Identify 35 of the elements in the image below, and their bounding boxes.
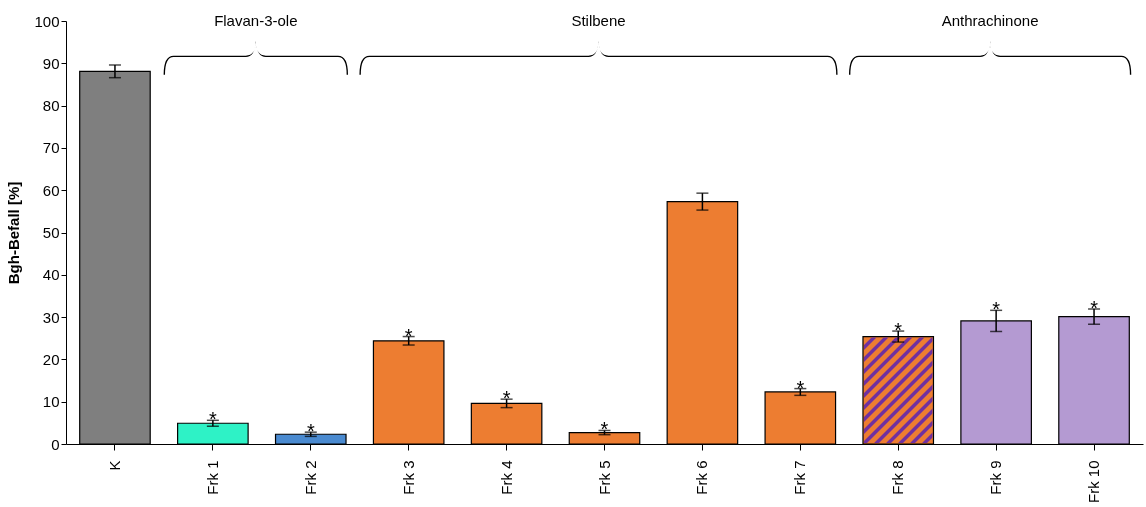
x-tick-label: Frk 5: [595, 460, 613, 495]
annotation: *: [796, 376, 805, 399]
annotation: *: [1090, 297, 1099, 320]
x-tick-label: Frk 3: [399, 460, 417, 495]
y-tick-label: 70: [42, 139, 60, 157]
y-tick-label: 30: [42, 308, 60, 326]
x-tick-label: Frk 4: [497, 460, 515, 495]
x-tick-label: Frk 8: [889, 460, 907, 495]
y-tick-label: 10: [42, 393, 60, 411]
y-tick-label: 20: [42, 350, 60, 368]
y-tick-label: 0: [51, 435, 60, 453]
y-axis-title: Bgh-Befall [%]: [5, 181, 23, 285]
y-tick-label: 90: [42, 54, 60, 72]
y-tick-label: 100: [34, 12, 60, 30]
annotation: *: [306, 420, 315, 443]
annotation: *: [600, 418, 609, 441]
x-tick-label: Frk 7: [791, 460, 809, 495]
annotation: Anthrachinone: [941, 12, 1039, 30]
x-tick-label: Frk 9: [987, 460, 1005, 495]
annotation: *: [502, 387, 511, 410]
x-tick-label: Frk 10: [1085, 460, 1103, 504]
y-tick-label: 40: [42, 266, 60, 284]
annotation: *: [894, 319, 903, 342]
annotation: *: [404, 324, 413, 347]
x-tick-label: Frk 6: [693, 460, 711, 495]
y-tick-label: 50: [42, 224, 60, 241]
annotation: *: [992, 298, 1001, 321]
x-tick-label: Frk 2: [301, 460, 319, 495]
x-tick-label: Frk 1: [203, 460, 221, 495]
annotation: Flavan-3-ole: [214, 12, 298, 30]
y-tick-label: 60: [42, 181, 60, 199]
annotation: *: [208, 408, 217, 431]
x-tick-label: K: [105, 460, 123, 471]
annotation: Stilbene: [571, 12, 626, 30]
y-tick-label: 80: [42, 97, 60, 115]
